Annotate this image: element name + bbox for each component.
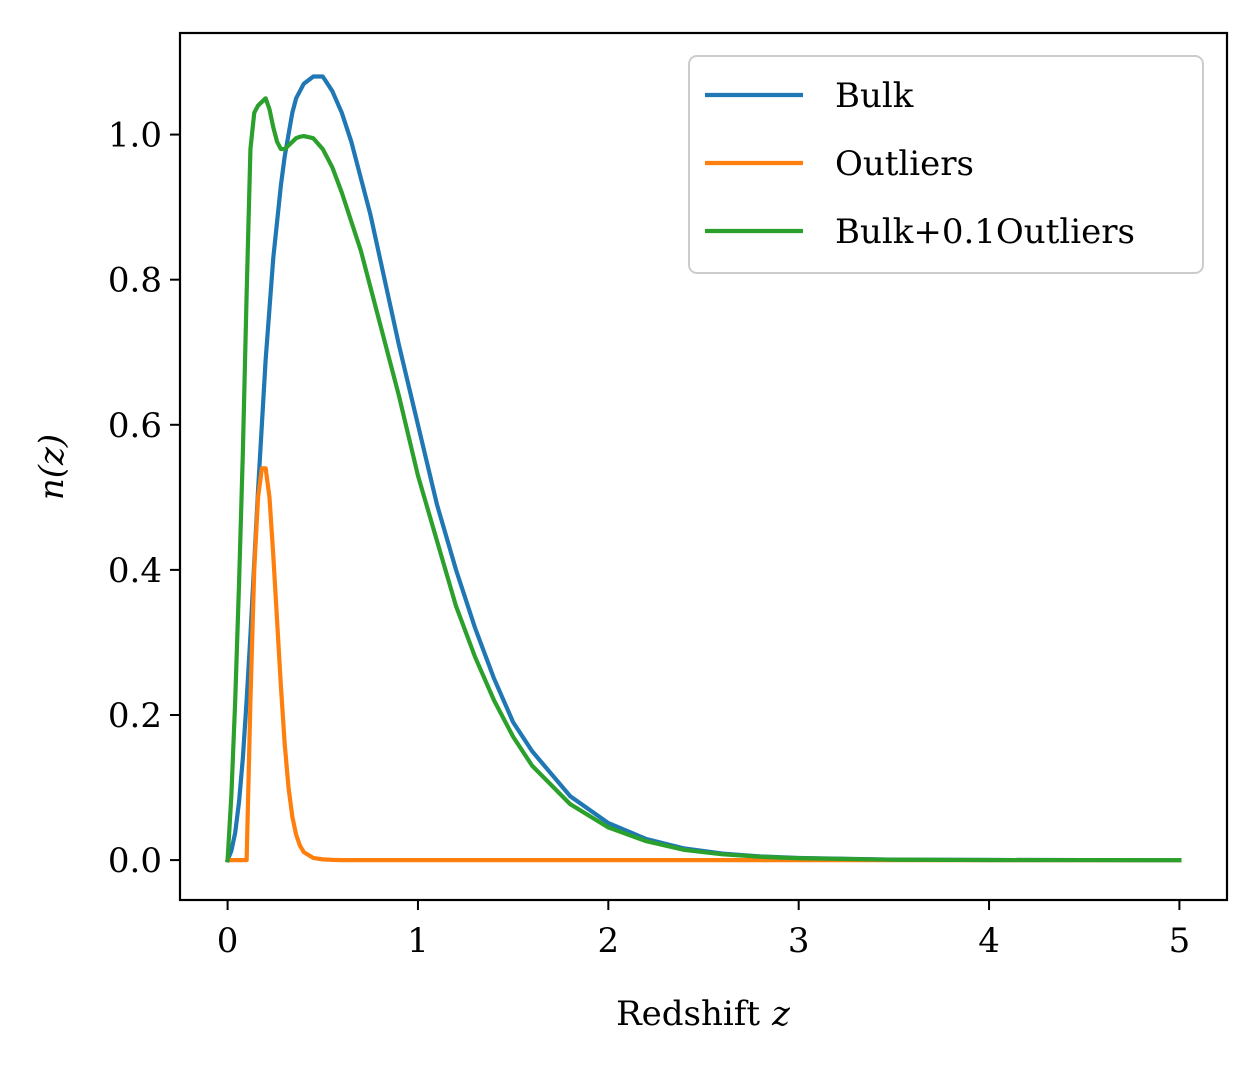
y-tick-label: 0.2 [108, 696, 162, 736]
y-tick-label: 0.4 [108, 551, 162, 591]
legend-label-1: Bulk [835, 76, 914, 116]
y-tick-label: 0.0 [108, 841, 162, 881]
plot-frame [178, 31, 1229, 902]
x-tick-label: 1 [407, 921, 429, 961]
series-line-2 [225, 466, 1182, 863]
x-tick-label: 0 [217, 921, 239, 961]
x-axis-title-text: Redshift [616, 994, 760, 1034]
x-tick-label: 5 [1169, 921, 1191, 961]
y-tick-label: 0.8 [108, 261, 162, 301]
x-axis-title: Redshift z [616, 994, 791, 1034]
y-tick-label: 0.6 [108, 406, 162, 446]
legend-items: Bulk Outliers Bulk+0.1Outliers [705, 76, 1135, 252]
legend-label-2: Outliers [835, 144, 974, 184]
x-tick-label: 3 [788, 921, 810, 961]
series-line-3 [225, 96, 1182, 863]
x-tick-label: 2 [597, 921, 619, 961]
x-axis: 0 1 2 3 4 5 [217, 900, 1190, 961]
y-tick-label: 1.0 [108, 116, 162, 156]
legend-label-3: Bulk+0.1Outliers [835, 212, 1135, 252]
x-axis-title-var: z [771, 994, 791, 1034]
legend: Bulk Outliers Bulk+0.1Outliers [688, 55, 1204, 274]
legend-box [688, 55, 1204, 274]
series-layer [224, 74, 1182, 863]
y-axis-title: n(z) [32, 434, 72, 500]
y-axis: 0.0 0.2 0.4 0.6 0.8 1.0 [108, 116, 180, 881]
x-tick-label: 4 [978, 921, 1000, 961]
